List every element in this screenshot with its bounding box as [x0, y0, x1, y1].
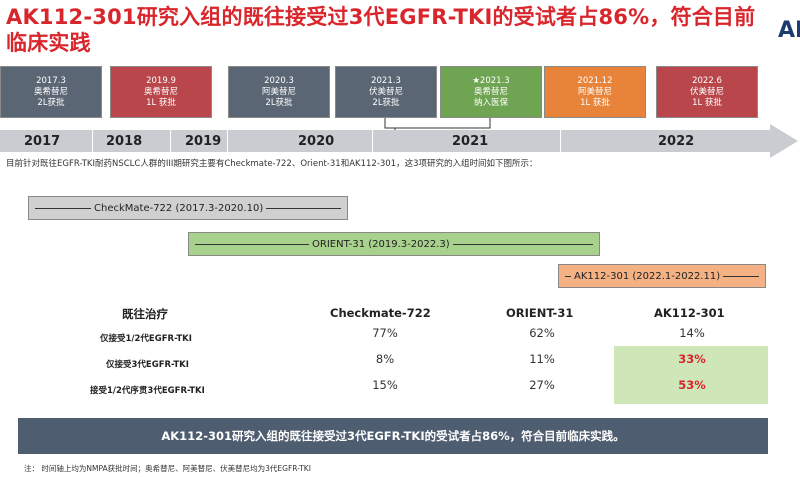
company-logo: AK: [778, 18, 800, 43]
table-row-label: 仅接受1/2代EGFR-TKI: [100, 334, 192, 344]
year-separator: [560, 130, 561, 155]
year-label: 2017: [24, 134, 61, 149]
table-row-label: 仅接受3代EGFR-TKI: [106, 360, 189, 370]
table-cell: 14%: [679, 326, 705, 340]
table-header-checkmate722: Checkmate-722: [330, 306, 431, 320]
year-label: 2019: [185, 134, 222, 149]
year-label: 2020: [298, 134, 335, 149]
year-label: 2018: [106, 134, 143, 149]
table-cell-highlight: 33%: [678, 352, 706, 366]
table-cell-highlight: 53%: [678, 378, 706, 392]
year-separator: [372, 130, 373, 155]
table-header-prior-treatment: 既往治疗: [122, 307, 168, 321]
year-label: 2022: [658, 134, 695, 149]
section-subtitle: 目前针对既往EGFR-TKI耐药NSCLC人群的III期研究主要有Checkma…: [6, 159, 538, 169]
timeline-event-osimertinib-insurance: ★2021.3 奥希替尼 纳入医保: [440, 66, 542, 118]
study-bar-ak112301: AK112-301 (2022.1-2022.11): [558, 264, 766, 288]
page-title: AK112-301研究入组的既往接受过3代EGFR-TKI的受试者占86%，符合…: [6, 5, 756, 55]
table-header-ak112301: AK112-301: [654, 306, 725, 320]
table-cell: 77%: [372, 326, 398, 340]
study-bar-checkmate722: CheckMate-722 (2017.3-2020.10): [28, 196, 348, 220]
timeline-event-aumolertinib-2l: 2020.3 阿美替尼 2L获批: [228, 66, 330, 118]
table-header-orient31: ORIENT-31: [506, 306, 574, 320]
highlight-box: [614, 346, 768, 404]
conclusion-banner: AK112-301研究入组的既往接受过3代EGFR-TKI的受试者占86%，符合…: [18, 418, 768, 454]
footnote: 注： 时间轴上均为NMPA获批时间；奥希替尼、阿美替尼、伏美替尼均为3代EGFR…: [24, 464, 311, 473]
year-separator: [227, 130, 228, 155]
timeline-event-furmonertinib-1l: 2022.6 伏美替尼 1L 获批: [656, 66, 758, 118]
event-connector: [384, 118, 491, 129]
study-bar-orient31: ORIENT-31 (2019.3-2022.3): [188, 232, 600, 256]
timeline-event-osimertinib-2l: 2017.3 奥希替尼 2L获批: [0, 66, 102, 118]
timeline-event-furmonertinib-2l: 2021.3 伏美替尼 2L获批: [335, 66, 437, 118]
year-separator: [92, 130, 93, 155]
timeline-event-osimertinib-1l: 2019.9 奥希替尼 1L 获批: [110, 66, 212, 118]
table-cell: 27%: [529, 378, 555, 392]
table-cell: 11%: [529, 352, 555, 366]
table-row-label: 接受1/2代序贯3代EGFR-TKI: [90, 386, 205, 396]
table-cell: 15%: [372, 378, 398, 392]
table-cell: 62%: [529, 326, 555, 340]
year-separator: [170, 130, 171, 155]
year-label: 2021: [452, 134, 489, 149]
timeline-event-aumolertinib-1l: 2021.12 阿美替尼 1L 获批: [544, 66, 646, 118]
table-cell: 8%: [375, 352, 395, 366]
